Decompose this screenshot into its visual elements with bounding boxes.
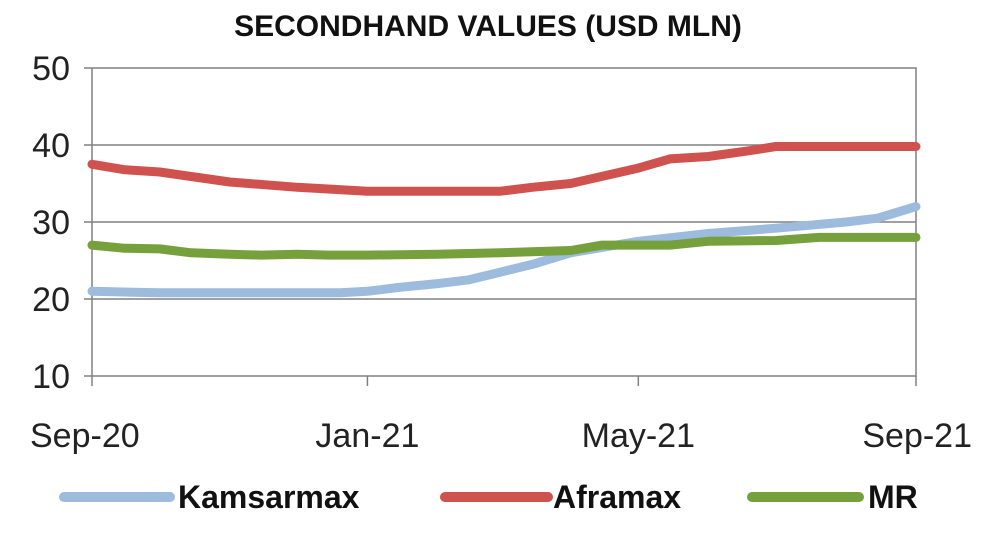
legend-item-kamsarmax: Kamsarmax — [59, 479, 360, 515]
series-line-aframax — [87, 142, 921, 196]
x-tick-label: Jan-21 — [315, 417, 419, 455]
legend: Kamsarmax Aframax MR — [59, 479, 918, 515]
y-tick-label: 10 — [32, 358, 70, 396]
y-tick-label: 30 — [32, 204, 70, 242]
legend-label: Aframax — [553, 479, 681, 515]
legend-label: Kamsarmax — [178, 479, 360, 515]
y-axis-tick-labels: 10 20 30 40 50 — [32, 50, 92, 396]
series-line-mr — [87, 232, 921, 260]
x-tick-label: May-21 — [582, 417, 695, 455]
x-axis: Sep-20 Jan-21 May-21 Sep-21 — [30, 376, 972, 455]
y-tick-label: 50 — [32, 50, 70, 88]
chart-title: SECONDHAND VALUES (USD MLN) — [234, 10, 742, 43]
legend-item-aframax: Aframax — [440, 479, 681, 515]
x-tick-label: Sep-21 — [862, 417, 972, 455]
series-line-kamsarmax — [87, 202, 921, 298]
y-tick-label: 20 — [32, 281, 70, 319]
series-lines — [87, 142, 921, 298]
legend-label: MR — [868, 479, 918, 515]
x-tick-label: Sep-20 — [30, 417, 140, 455]
y-tick-label: 40 — [32, 127, 70, 165]
legend-item-mr: MR — [747, 479, 918, 515]
